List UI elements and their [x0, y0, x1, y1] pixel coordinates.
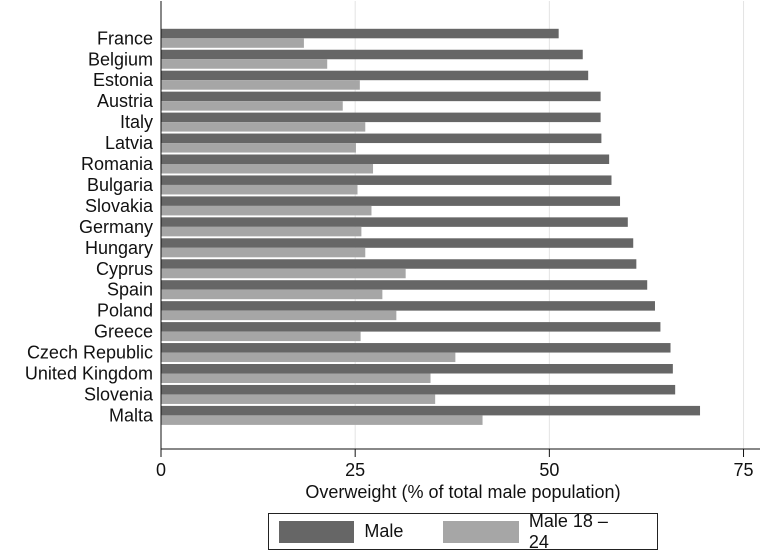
bar-male-18-24-belgium — [161, 59, 328, 69]
bar-male-18-24-cyprus — [161, 268, 406, 279]
y-tick-label: Germany — [79, 217, 153, 237]
bar-male-belgium — [161, 49, 583, 60]
y-tick-label: Spain — [107, 280, 153, 300]
bar-male-slovakia — [161, 196, 621, 206]
bar-male-slovenia — [161, 384, 676, 395]
bar-male-18-24-italy — [161, 122, 366, 132]
bar-male-18-24-spain — [161, 289, 383, 300]
bar-male-france — [161, 28, 559, 39]
y-tick-label: Bulgaria — [87, 175, 154, 195]
bar-male-romania — [161, 154, 610, 164]
y-tick-label: Estonia — [93, 70, 154, 90]
y-tick-label: Poland — [97, 301, 153, 321]
y-tick-label: Cyprus — [96, 259, 153, 279]
bar-male-spain — [161, 280, 648, 290]
bar-male-italy — [161, 112, 601, 123]
y-tick-label: Greece — [94, 322, 153, 342]
x-tick-label: 25 — [345, 460, 365, 480]
legend-label-male-18-24: Male 18 – 24 — [528, 510, 608, 552]
y-tick-label: Belgium — [88, 49, 153, 69]
bar-male-greece — [161, 322, 661, 332]
y-tick-label: United Kingdom — [25, 364, 153, 384]
y-tick-label: Czech Republic — [27, 343, 153, 363]
bar-male-18-24-poland — [161, 310, 397, 321]
bar-male-18-24-bulgaria — [161, 184, 358, 195]
bar-male-united-kingdom — [161, 364, 673, 374]
bar-male-18-24-austria — [161, 101, 343, 111]
bar-male-18-24-latvia — [161, 143, 356, 153]
y-tick-label: Romania — [81, 154, 154, 174]
y-tick-label: Slovenia — [84, 384, 154, 404]
bar-male-cyprus — [161, 259, 637, 269]
y-tick-label: Austria — [97, 91, 154, 111]
y-tick-label: France — [97, 28, 153, 48]
bar-male-latvia — [161, 133, 602, 144]
bar-male-bulgaria — [161, 175, 612, 185]
x-tick-label: 75 — [734, 460, 754, 480]
bar-male-18-24-estonia — [161, 80, 360, 90]
y-tick-label: Italy — [120, 112, 153, 132]
bar-male-18-24-malta — [161, 415, 483, 425]
bar-male-18-24-united-kingdom — [161, 373, 431, 383]
x-tick-label: 0 — [156, 460, 166, 480]
bar-male-18-24-hungary — [161, 247, 366, 258]
legend-swatch-male — [279, 520, 355, 543]
bar-male-18-24-germany — [161, 226, 362, 237]
legend-swatch-male-18-24 — [443, 520, 519, 543]
bar-male-hungary — [161, 238, 634, 248]
bar-male-18-24-slovakia — [161, 205, 372, 216]
y-tick-label: Slovakia — [85, 196, 154, 216]
bar-male-austria — [161, 91, 601, 102]
y-tick-label: Malta — [109, 405, 154, 425]
bar-male-18-24-france — [161, 38, 304, 48]
bar-male-estonia — [161, 70, 589, 81]
bar-male-18-24-romania — [161, 164, 374, 174]
legend: Male Male 18 – 24 — [268, 510, 658, 552]
bar-male-18-24-czech-republic — [161, 352, 456, 363]
bar-male-malta — [161, 405, 701, 416]
x-axis-label: Overweight (% of total male population) — [305, 482, 620, 502]
y-tick-label: Hungary — [85, 238, 153, 258]
legend-label-male: Male — [364, 521, 404, 541]
bar-male-poland — [161, 301, 655, 311]
x-tick-label: 50 — [539, 460, 559, 480]
bar-male-germany — [161, 217, 628, 227]
y-tick-label: Latvia — [105, 133, 154, 153]
bar-male-czech-republic — [161, 343, 671, 353]
bar-male-18-24-greece — [161, 331, 361, 342]
bar-male-18-24-slovenia — [161, 394, 436, 404]
